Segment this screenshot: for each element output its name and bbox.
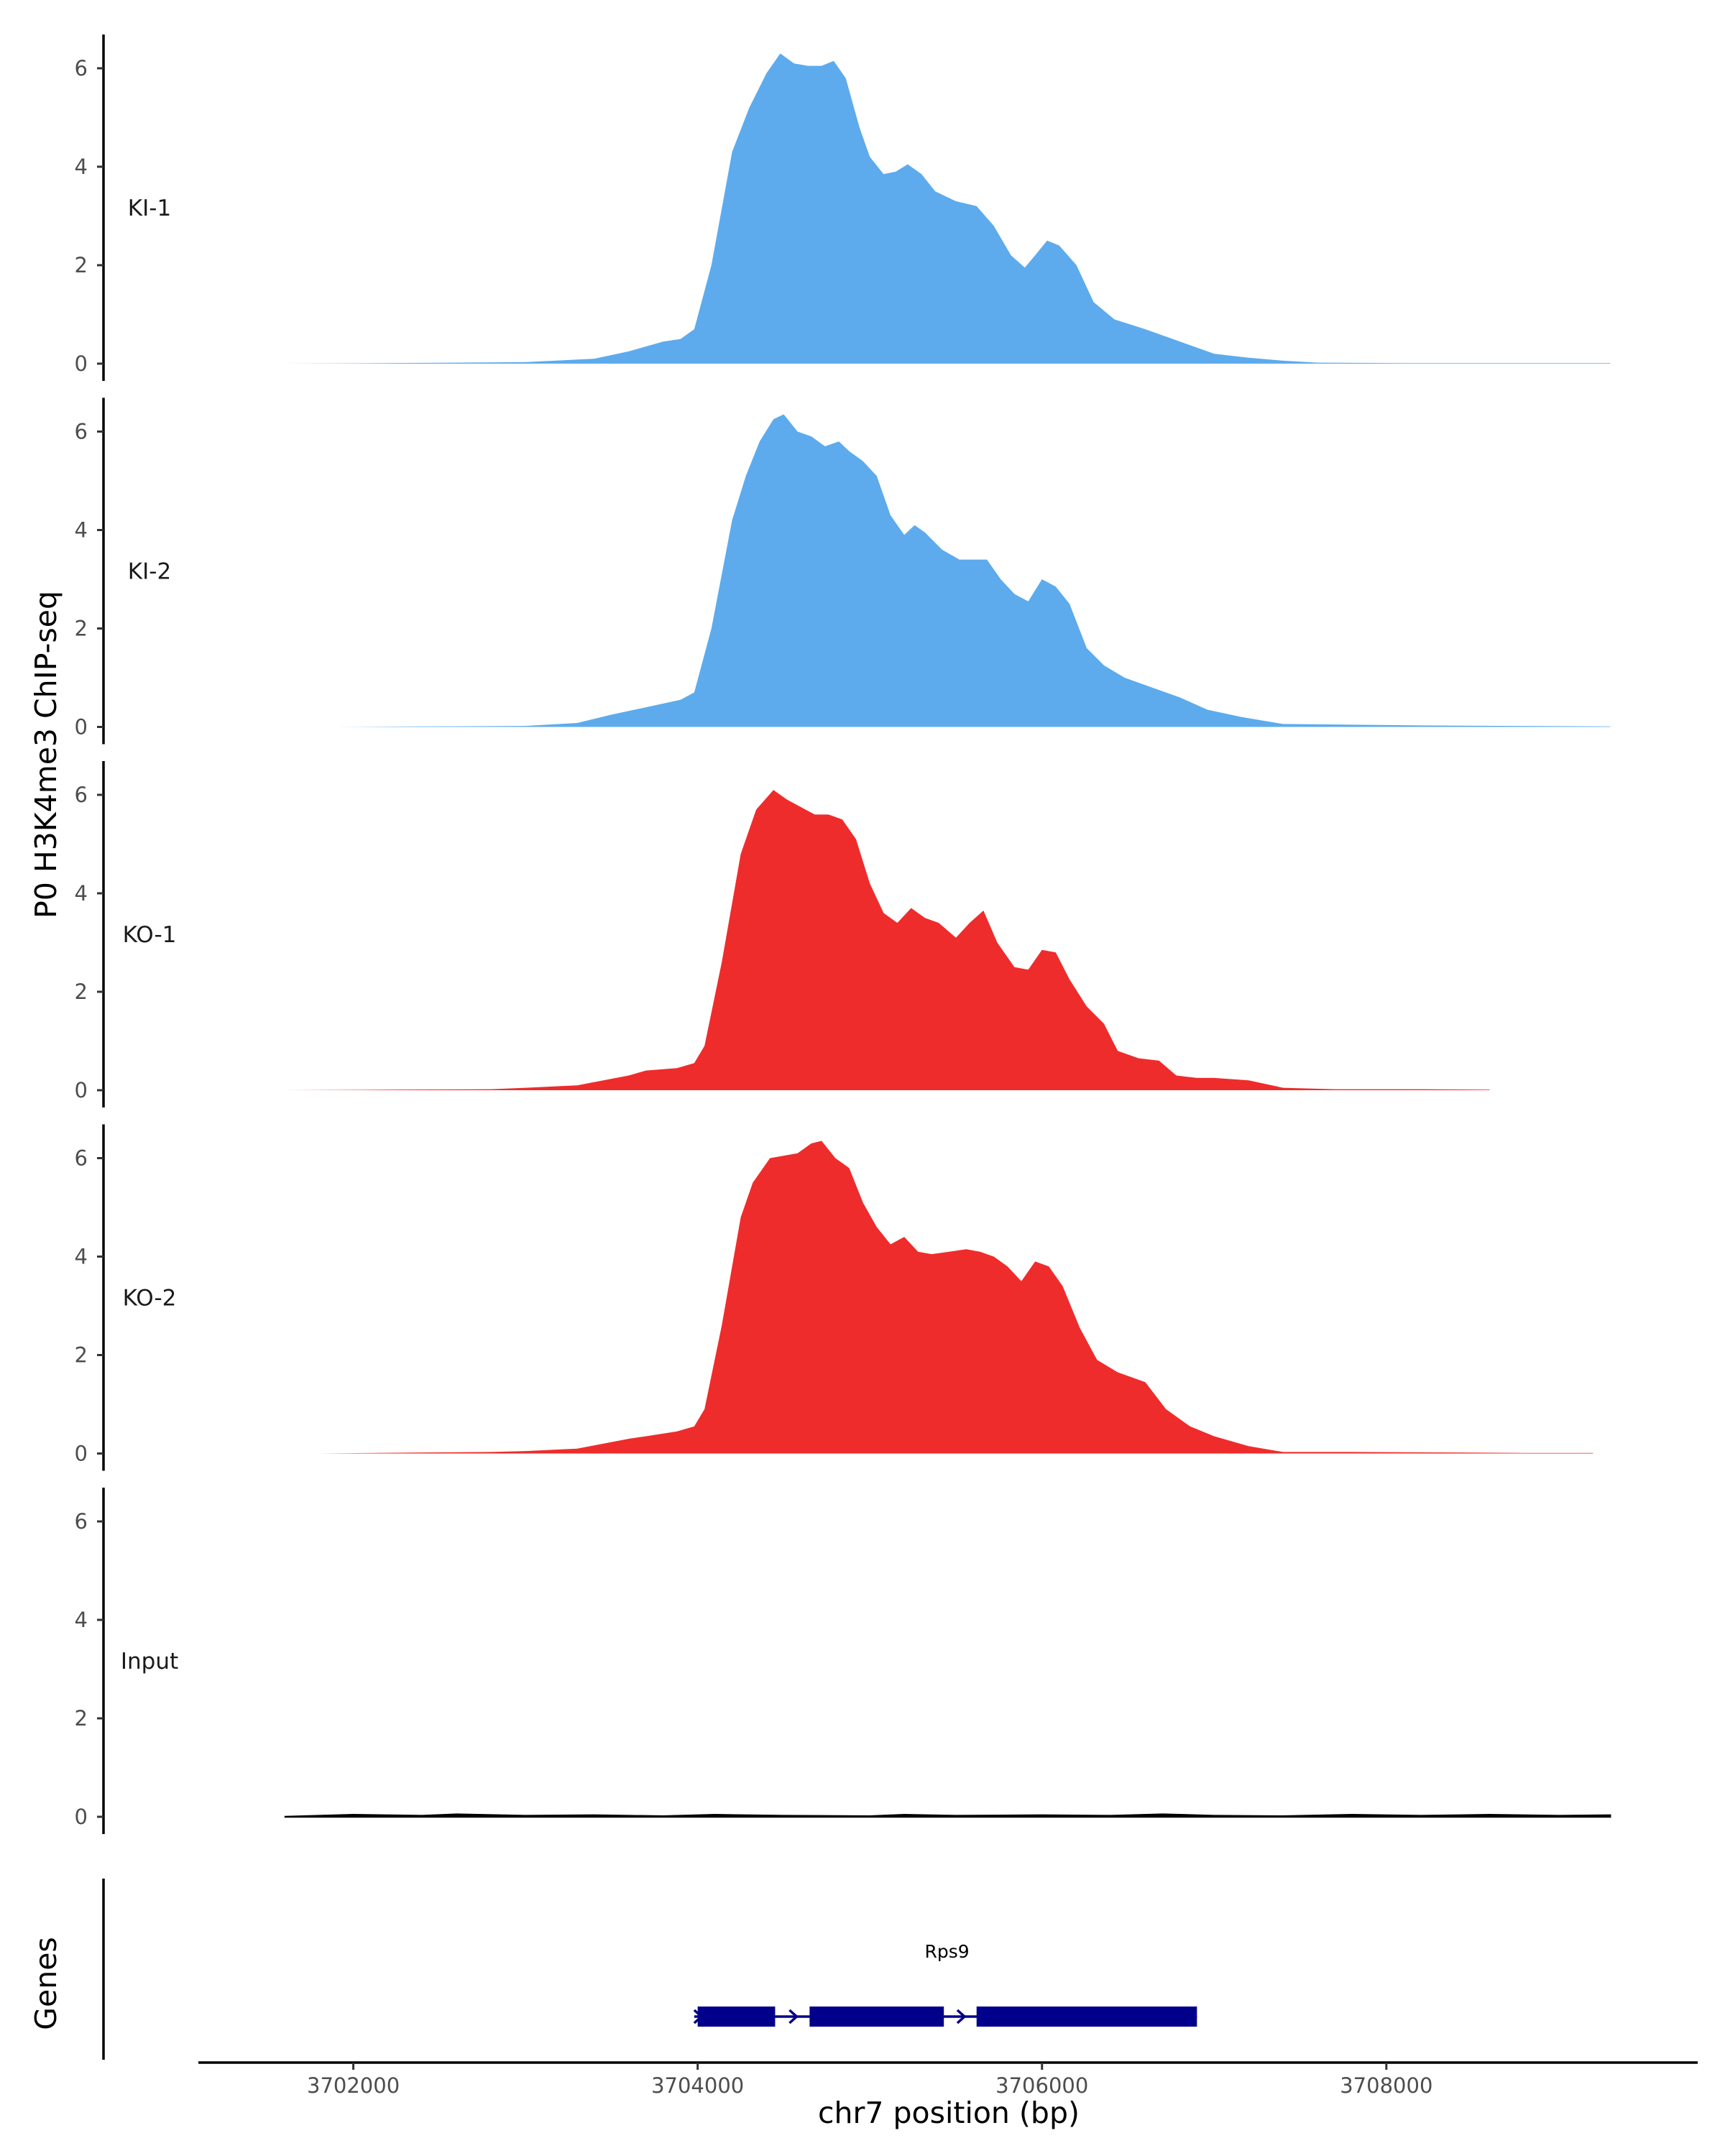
y-tick-label: 2: [75, 1706, 88, 1731]
signal-area: [284, 53, 1611, 364]
track-label: KO-1: [123, 922, 177, 948]
y-axis-title: P0 H3K4me3 ChIP-seq: [29, 591, 63, 918]
signal-area: [318, 1141, 1593, 1454]
track-label: KI-1: [128, 195, 171, 221]
track-ko-1: 0 2 4 6 KO-1: [75, 761, 1490, 1107]
track-label: Input: [121, 1649, 178, 1674]
y-tick-label: 4: [75, 518, 88, 543]
x-axis: 3702000 3704000 3706000 3708000: [198, 2061, 1698, 2098]
gene-track: Rps9: [102, 1879, 1197, 2060]
strand-arrow: [788, 2009, 799, 2024]
gene-exon: [976, 2007, 1197, 2027]
y-tick-label: 2: [75, 617, 88, 641]
track-ki-2: 0 2 4 6 KI-2: [75, 397, 1611, 745]
track-ko-2: 0 2 4 6 KO-2: [75, 1124, 1593, 1471]
gene-track-title: Genes: [29, 1937, 63, 2030]
track-input: 0 2 4 6 Input: [75, 1488, 1611, 1834]
x-axis-title: chr7 position (bp): [818, 2096, 1080, 2130]
y-tick-label: 2: [75, 980, 88, 1004]
y-tick-label: 4: [75, 1608, 88, 1632]
y-tick-label: 0: [75, 1442, 88, 1466]
gene-exon: [809, 2007, 944, 2027]
strand-arrow: [693, 2009, 704, 2024]
x-tick-label: 3708000: [1340, 2073, 1432, 2098]
y-tick-label: 6: [75, 1509, 88, 1534]
y-tick-label: 0: [75, 1805, 88, 1829]
signal-tracks: 0 2 4 6 KI-1 0 2 4 6 KI-2 0 2 4 6 KO-1 0 2 4 6 KO-2 0 2 4 6 Inpu…: [75, 34, 1611, 1834]
y-tick-label: 6: [75, 783, 88, 807]
signal-area: [284, 790, 1490, 1090]
x-tick-label: 3704000: [651, 2073, 744, 2098]
y-tick-label: 0: [75, 1078, 88, 1102]
x-tick-label: 3706000: [995, 2073, 1088, 2098]
signal-area: [284, 1813, 1611, 1818]
y-tick-label: 6: [75, 56, 88, 80]
track-label: KO-2: [123, 1286, 177, 1312]
x-tick-label: 3702000: [307, 2073, 400, 2098]
track-ki-1: 0 2 4 6 KI-1: [75, 34, 1611, 381]
strand-arrow: [956, 2009, 967, 2024]
signal-area: [336, 414, 1611, 727]
y-tick-label: 4: [75, 1245, 88, 1269]
y-tick-label: 2: [75, 1343, 88, 1368]
y-tick-label: 0: [75, 715, 88, 740]
y-tick-label: 4: [75, 881, 88, 906]
track-label: KI-2: [128, 559, 171, 585]
gene-exon: [697, 2007, 776, 2027]
y-tick-label: 6: [75, 1146, 88, 1171]
y-tick-label: 4: [75, 155, 88, 179]
y-tick-label: 6: [75, 420, 88, 444]
y-tick-label: 0: [75, 351, 88, 376]
gene-rps9: Rps9: [693, 1941, 1197, 2027]
gene-name-label: Rps9: [925, 1941, 970, 1962]
y-tick-label: 2: [75, 253, 88, 277]
